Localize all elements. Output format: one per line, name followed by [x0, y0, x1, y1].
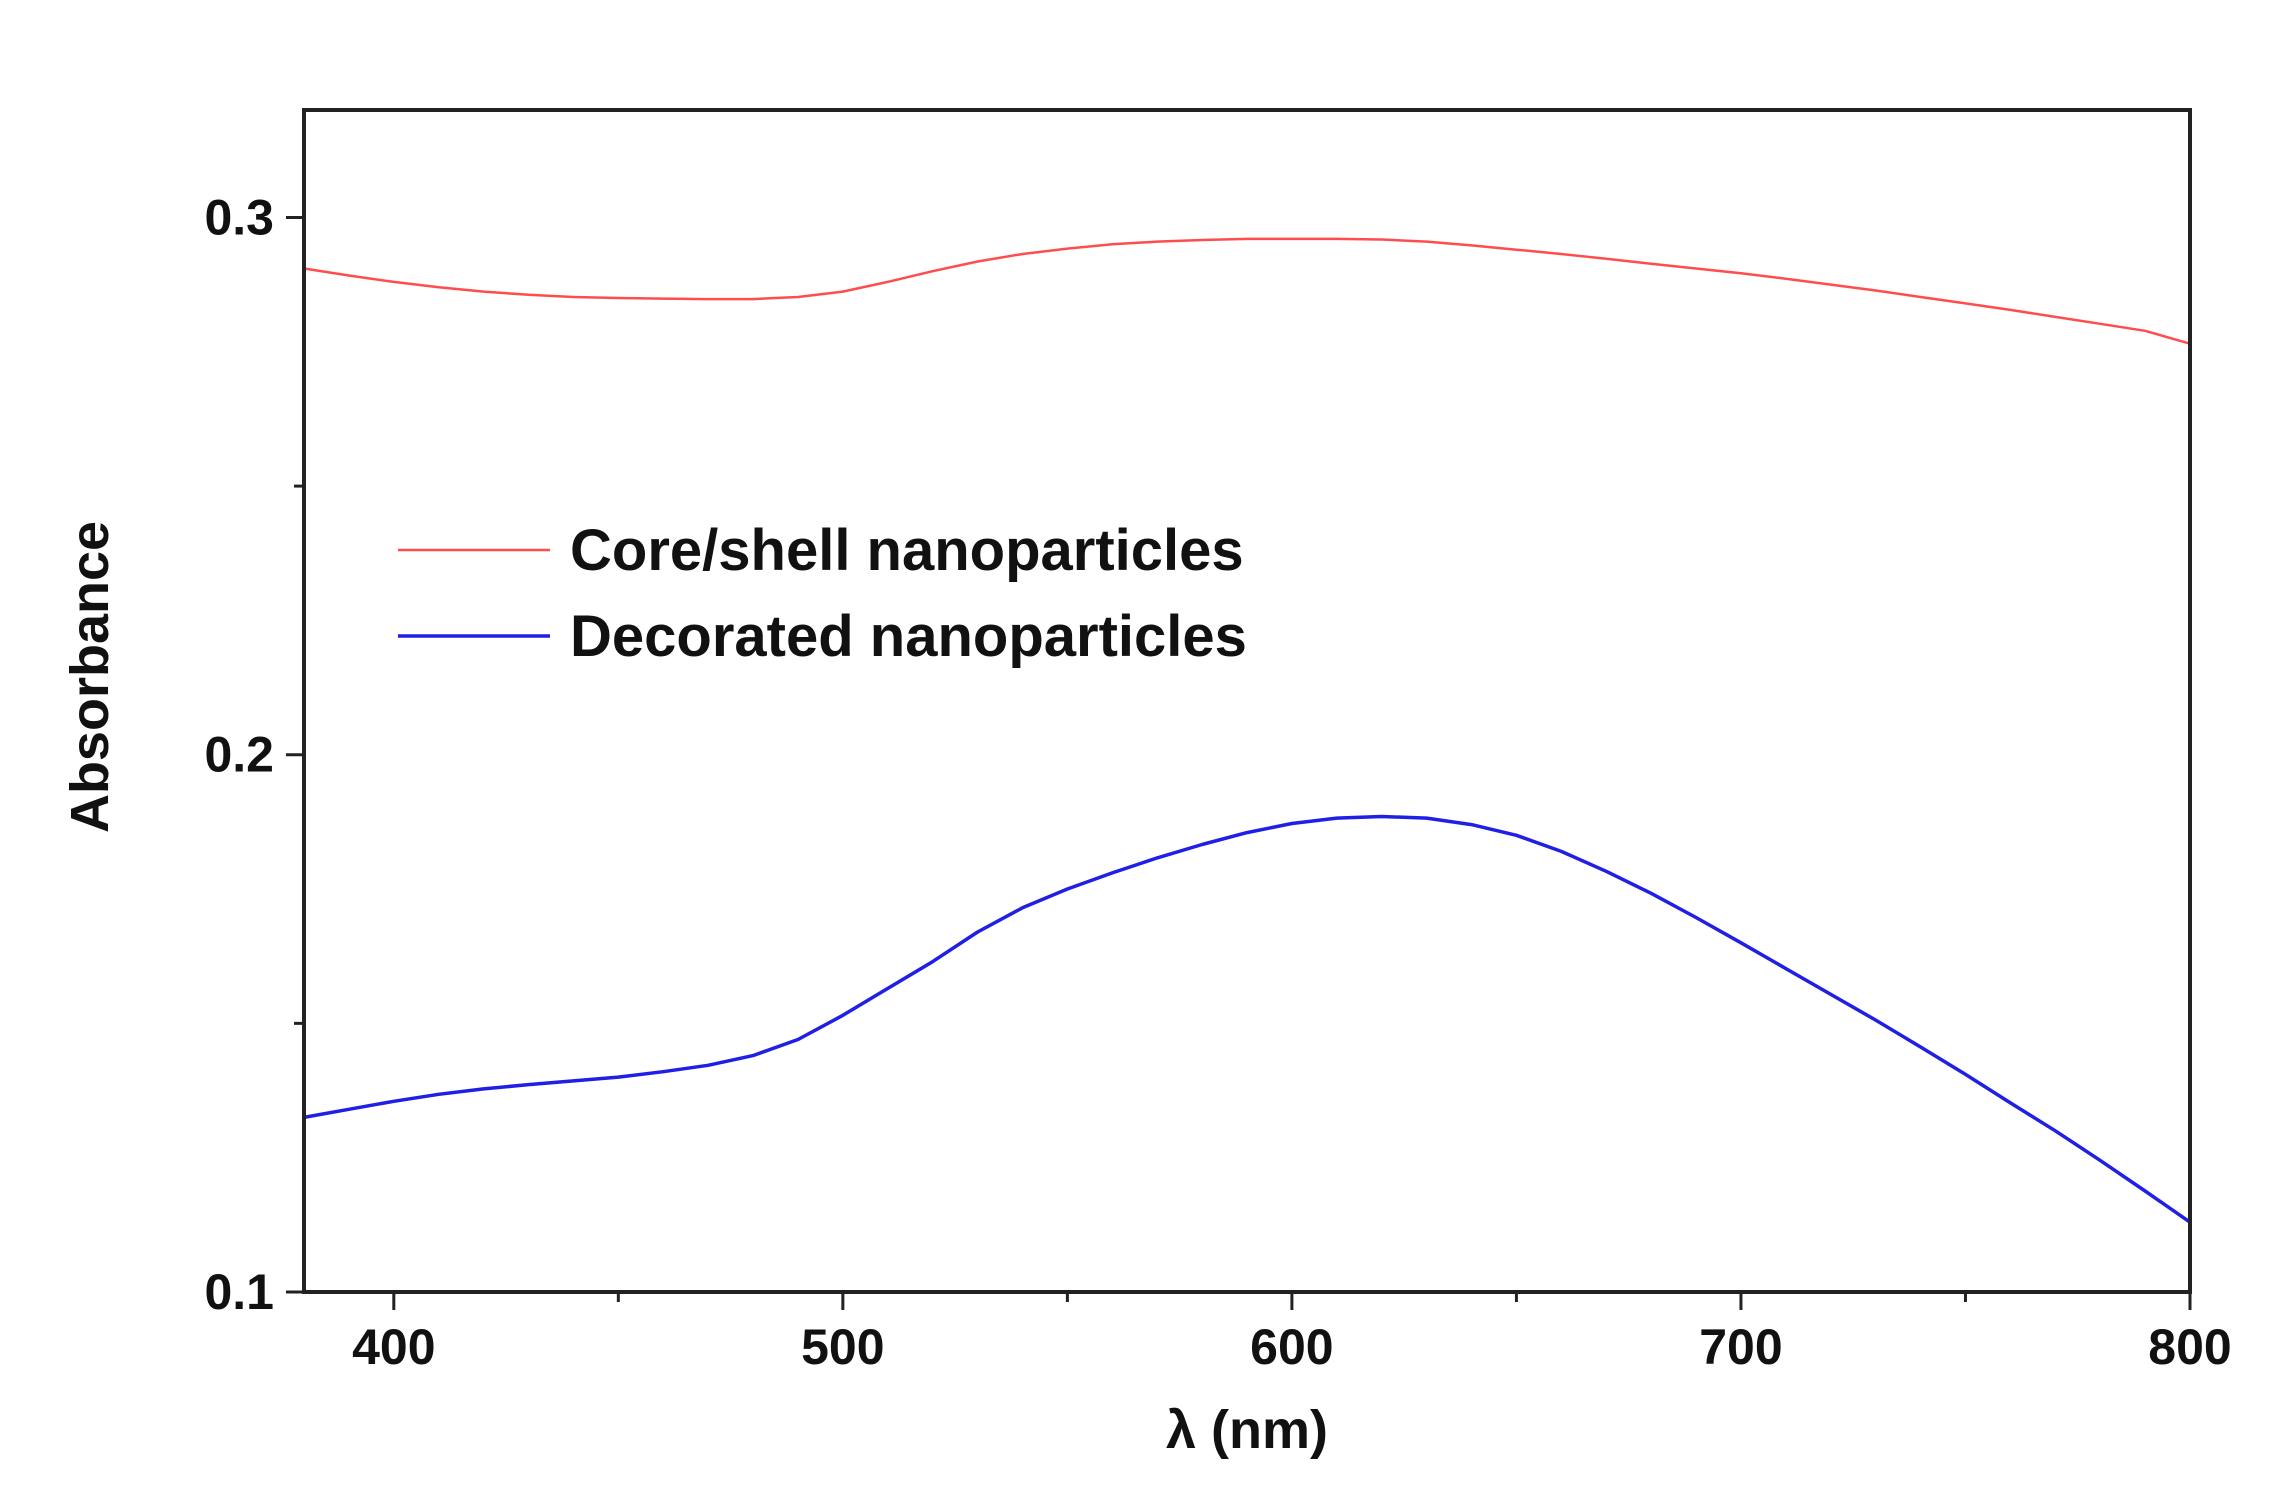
x-tick-label: 500 [801, 1319, 884, 1375]
legend-label: Decorated nanoparticles [570, 604, 1247, 669]
x-tick-label: 700 [1699, 1319, 1782, 1375]
y-axis: 0.1 0.2 0.3 [204, 189, 304, 1320]
plot-frame [302, 108, 2192, 1294]
series-line-decorated [302, 814, 2192, 1224]
x-tick-label: 600 [1250, 1319, 1333, 1375]
plot-lines [302, 237, 2192, 1224]
y-tick-label: 0.1 [204, 1264, 274, 1320]
y-tick-label: 0.3 [204, 189, 274, 245]
legend-label: Core/shell nanoparticles [570, 518, 1244, 583]
legend: Core/shell nanoparticles Decorated nanopa… [398, 518, 1247, 669]
x-tick-label: 800 [2148, 1319, 2231, 1375]
y-axis-title: Absorbance [60, 521, 120, 833]
y-tick-label: 0.2 [204, 727, 274, 783]
x-axis-title: λ (nm) [1166, 1400, 1328, 1460]
series-line-core-shell [302, 237, 2192, 345]
x-axis: 400 500 600 700 800 [352, 1292, 2232, 1375]
x-tick-label: 400 [352, 1319, 435, 1375]
